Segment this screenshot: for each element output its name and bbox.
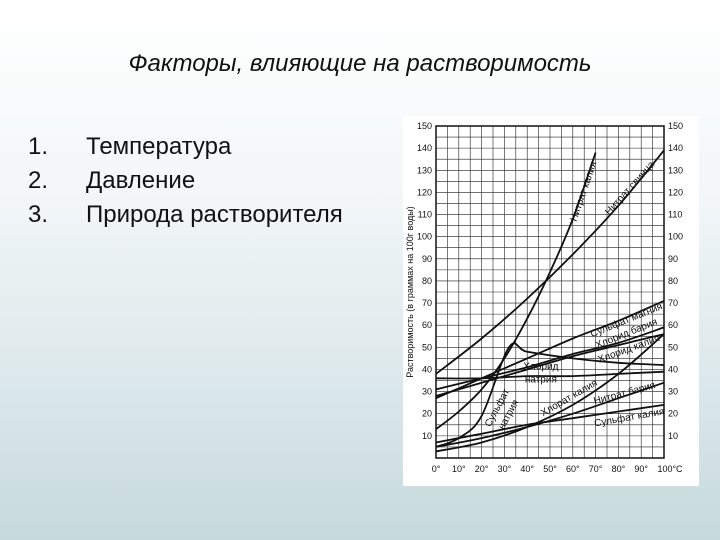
x-tick-label: 50° [543,464,557,474]
y-tick-label-right: 30 [668,387,678,397]
y-tick-label-left: 40 [422,364,432,374]
curve-label: Сульфат калия [593,405,665,429]
list-item-number: 2. [28,167,49,194]
x-tick-label: 100°C [657,464,683,474]
x-tick-label: 20° [475,464,489,474]
y-tick-label-left: 70 [422,298,432,308]
y-tick-label-left: 140 [417,143,432,153]
list-item-text: Природа растворителя [86,201,343,228]
y-tick-label-left: 80 [422,276,432,286]
y-tick-label-right: 90 [668,254,678,264]
series-line-0 [435,152,597,430]
y-tick-label-left: 60 [422,320,432,330]
list-item-text: Давление [86,167,196,194]
slide-title: Факторы, влияющие на растворимость [128,50,592,77]
series-line-9 [435,404,665,444]
list-item: 3. Природа растворителя [28,198,343,232]
y-tick-label-left: 120 [417,187,432,197]
series-line-4 [435,333,665,397]
x-tick-label: 10° [452,464,466,474]
factor-list: 1. Температура 2. Давление 3. Природа раств… [28,130,343,232]
y-tick-label-right: 60 [668,320,678,330]
solubility-chart: 10 10 20 20 30 30 40 40 50 50 60 60 70 70 80 80 90 90 100 1… [403,116,699,486]
y-tick-label-right: 110 [668,210,682,220]
y-tick-label-left: 130 [417,165,432,175]
y-axis-title: Растворимость (в граммах на 100г воды) [405,206,415,378]
chart-canvas: 10 10 20 20 30 30 40 40 50 50 60 60 70 70 80 80 90 90 100 1… [405,121,683,474]
y-tick-label-left: 50 [422,342,432,352]
y-tick-label-left: 30 [422,387,432,397]
series-line-5 [435,370,665,380]
y-tick-label-left: 100 [417,232,432,242]
series-line-1 [435,149,665,375]
y-tick-label-right: 40 [668,364,678,374]
y-tick-label-left: 10 [422,431,432,441]
x-tick-label: 60° [566,464,580,474]
y-tick-label-left: 150 [417,121,432,131]
curve-label: натрия [525,375,557,386]
y-tick-label-right: 10 [668,431,678,441]
x-tick-label: 0° [432,464,441,474]
series-line-7 [435,333,665,453]
y-tick-label-right: 50 [668,342,678,352]
curve-label: Нитрат свинца [603,159,657,217]
list-item: 1. Температура [28,130,343,164]
x-tick-label: 40° [520,464,534,474]
curve-label: Хлорид [523,361,558,372]
y-tick-label-right: 80 [668,276,678,286]
x-tick-label: 70° [589,464,603,474]
list-item-number: 3. [28,201,49,228]
y-tick-label-right: 70 [668,298,678,308]
y-tick-label-left: 20 [422,409,432,419]
y-tick-label-right: 100 [668,232,683,242]
y-tick-label-left: 110 [418,210,432,220]
list-item-text: Температура [86,133,232,160]
y-tick-label-right: 150 [668,121,683,131]
list-item-number: 1. [28,133,49,160]
x-tick-label: 80° [612,464,626,474]
list-item: 2. Давление [28,164,343,198]
y-tick-label-right: 140 [668,143,683,153]
y-tick-label-right: 120 [668,187,683,197]
x-tick-label: 30° [498,464,512,474]
x-tick-label: 90° [634,464,648,474]
y-tick-label-right: 130 [668,165,683,175]
series-line-6 [435,342,665,448]
y-tick-label-right: 20 [668,409,678,419]
y-tick-label-left: 90 [422,254,432,264]
